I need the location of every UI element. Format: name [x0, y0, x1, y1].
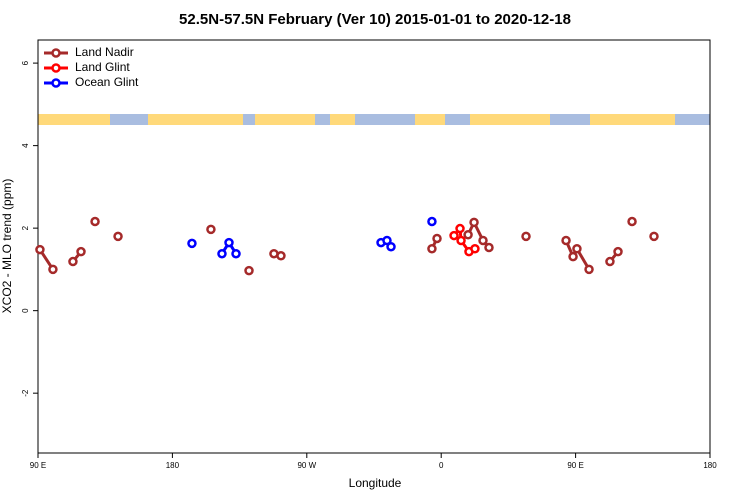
point [627, 216, 637, 227]
point [113, 231, 123, 242]
point [455, 223, 465, 234]
point [76, 246, 86, 257]
legend-marker [51, 63, 61, 73]
legend-marker [51, 78, 61, 88]
x-tick-label: 90 E [30, 461, 46, 470]
point [605, 256, 615, 267]
point [613, 246, 623, 257]
point [276, 251, 286, 261]
y-tick-label: 2 [21, 225, 30, 230]
y-axis-label: XCO2 - MLO trend (ppm) [0, 179, 14, 314]
point [217, 248, 227, 259]
y-tick-label: -2 [21, 389, 30, 397]
point [432, 233, 442, 244]
x-axis-label: Longitude [349, 476, 402, 490]
point [427, 216, 437, 227]
plot-frame [37, 39, 711, 454]
point [427, 244, 437, 254]
point [90, 216, 100, 227]
y-tick-label: 6 [21, 60, 30, 65]
chart-title: 52.5N-57.5N February (Ver 10) 2015-01-01… [179, 11, 571, 28]
point [568, 251, 578, 262]
point [649, 231, 659, 242]
point [478, 235, 488, 246]
legend-label: Ocean Glint [75, 75, 139, 89]
x-tick-label: 180 [166, 461, 180, 470]
point [386, 241, 396, 252]
point [463, 229, 473, 240]
y-tick-label: 0 [21, 308, 30, 313]
point [68, 256, 78, 267]
series-line [222, 222, 432, 254]
point [206, 224, 216, 235]
x-tick-label: 0 [439, 461, 444, 470]
x-tick-label: 90 E [567, 461, 583, 470]
y-tick-label: 4 [21, 143, 30, 148]
point [382, 235, 392, 246]
x-tick-label: 90 W [297, 461, 316, 470]
legend-label: Land Glint [75, 60, 130, 74]
point [470, 244, 480, 254]
point [456, 235, 466, 246]
point [449, 230, 459, 241]
point [521, 231, 531, 242]
x-tick-label: 180 [703, 461, 717, 470]
point [561, 235, 571, 246]
map-strip [38, 114, 710, 125]
point [244, 265, 254, 276]
point [187, 238, 197, 249]
point [469, 217, 479, 228]
legend-label: Land Nadir [75, 45, 134, 59]
point [584, 264, 594, 275]
point [231, 248, 241, 259]
point [484, 242, 494, 253]
point [48, 264, 58, 275]
legend-marker [51, 48, 61, 58]
point [572, 244, 582, 254]
series-line [40, 222, 654, 269]
point [35, 244, 45, 255]
point [224, 237, 234, 248]
